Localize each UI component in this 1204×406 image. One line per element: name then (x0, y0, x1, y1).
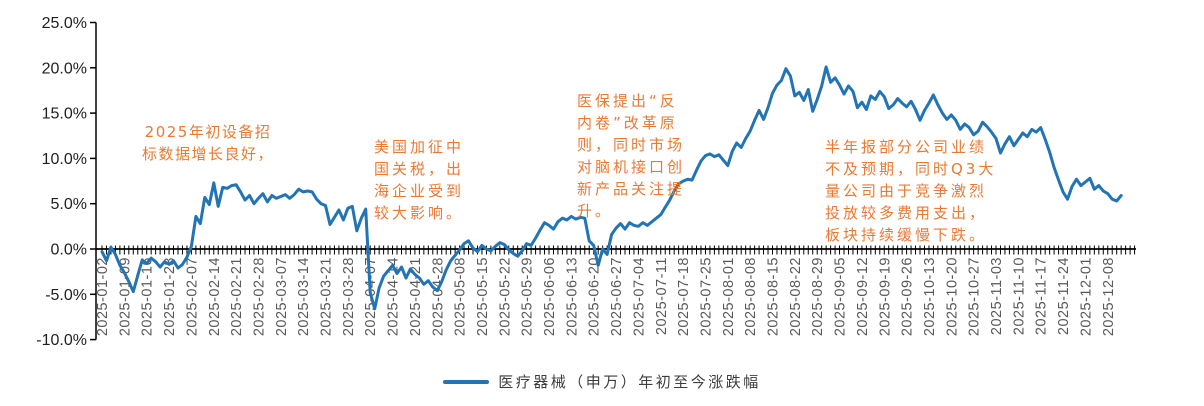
svg-text:2025-05-29: 2025-05-29 (520, 257, 536, 336)
legend-line-swatch (443, 379, 490, 384)
svg-text:25.0%: 25.0% (42, 15, 87, 32)
svg-text:2025-11-17: 2025-11-17 (1034, 257, 1050, 335)
svg-text:2025-11-03: 2025-11-03 (989, 257, 1005, 335)
svg-text:2025-01-09: 2025-01-09 (117, 257, 133, 336)
svg-text:2025-09-12: 2025-09-12 (855, 257, 871, 336)
svg-text:2025-05-08: 2025-05-08 (453, 257, 469, 336)
svg-text:2025-02-21: 2025-02-21 (229, 257, 245, 336)
svg-text:2025-06-20: 2025-06-20 (587, 257, 603, 336)
svg-text:2025-10-20: 2025-10-20 (944, 257, 960, 336)
svg-text:2025-12-08: 2025-12-08 (1101, 257, 1117, 336)
svg-text:2025-02-07: 2025-02-07 (184, 257, 200, 336)
svg-text:2025-10-13: 2025-10-13 (922, 257, 938, 336)
svg-text:2025-06-06: 2025-06-06 (542, 257, 558, 336)
svg-text:15.0%: 15.0% (42, 106, 87, 123)
svg-text:20.0%: 20.0% (42, 60, 87, 77)
annotation-h1-results-decline: 半年报部分公司业绩 不及预期，同时Q3大 量公司由于竞争激烈 投放较多费用支出，… (825, 138, 997, 244)
svg-text:2025-08-08: 2025-08-08 (743, 257, 759, 336)
svg-text:2025-02-28: 2025-02-28 (251, 257, 267, 336)
svg-text:0.0%: 0.0% (51, 242, 87, 259)
annotation-tender-growth: 2025年初设备招 标数据增长良好， (142, 123, 275, 163)
svg-text:5.0%: 5.0% (51, 196, 87, 213)
svg-text:2025-04-28: 2025-04-28 (430, 257, 446, 336)
svg-text:2025-11-10: 2025-11-10 (1011, 257, 1027, 335)
svg-text:2025-12-01: 2025-12-01 (1078, 257, 1094, 336)
svg-text:2025-09-26: 2025-09-26 (900, 257, 916, 336)
svg-text:2025-10-27: 2025-10-27 (967, 257, 983, 336)
svg-text:2025-01-23: 2025-01-23 (162, 257, 178, 336)
svg-text:-10.0%: -10.0% (36, 332, 87, 349)
svg-text:2025-07-11: 2025-07-11 (654, 257, 670, 335)
svg-text:2025-06-13: 2025-06-13 (564, 257, 580, 336)
svg-text:2025-08-15: 2025-08-15 (766, 257, 782, 336)
svg-text:2025-03-21: 2025-03-21 (319, 257, 335, 336)
svg-text:2025-07-04: 2025-07-04 (631, 257, 647, 336)
svg-text:10.0%: 10.0% (42, 151, 87, 168)
annotation-us-tariffs: 美国加征中 国关税，出 海企业受到 较大影响。 (374, 138, 465, 222)
svg-text:2025-07-25: 2025-07-25 (698, 257, 714, 336)
svg-text:2025-03-14: 2025-03-14 (296, 257, 312, 336)
svg-text:2025-09-19: 2025-09-19 (877, 257, 893, 336)
svg-text:2025-08-29: 2025-08-29 (810, 257, 826, 336)
svg-text:2025-11-24: 2025-11-24 (1056, 257, 1072, 335)
svg-text:2025-01-16: 2025-01-16 (140, 257, 156, 336)
annotation-anti-involution-bci: 医保提出“反 内卷”改革原 则，同时市场 对脑机接口创 新产品关注提 升。 (577, 92, 686, 220)
svg-text:2025-05-22: 2025-05-22 (497, 257, 513, 336)
svg-text:2025-03-28: 2025-03-28 (341, 257, 357, 336)
svg-text:2025-01-02: 2025-01-02 (95, 257, 111, 336)
svg-text:2025-03-07: 2025-03-07 (274, 257, 290, 336)
svg-text:2025-08-22: 2025-08-22 (788, 257, 804, 336)
svg-text:2025-07-18: 2025-07-18 (676, 257, 692, 336)
svg-text:2025-06-27: 2025-06-27 (609, 257, 625, 336)
svg-text:2025-05-15: 2025-05-15 (475, 257, 491, 336)
svg-text:2025-04-14: 2025-04-14 (386, 257, 402, 336)
svg-text:-5.0%: -5.0% (45, 287, 87, 304)
svg-text:2025-02-14: 2025-02-14 (207, 257, 223, 336)
svg-text:2025-09-05: 2025-09-05 (833, 257, 849, 336)
svg-text:2025-08-01: 2025-08-01 (721, 257, 737, 336)
legend-label: 医疗器械（申万）年初至今涨跌幅 (498, 373, 761, 391)
chart-legend: 医疗器械（申万）年初至今涨跌幅 (0, 371, 1204, 392)
